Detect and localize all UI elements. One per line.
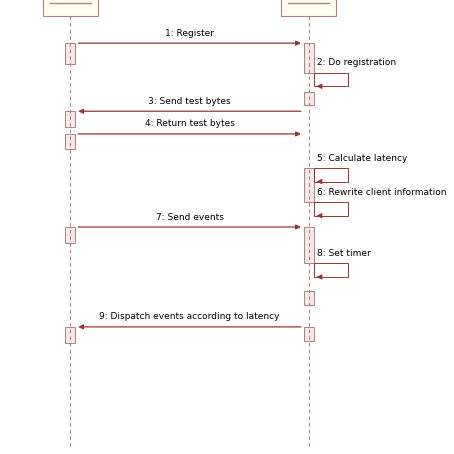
Bar xyxy=(304,227,314,263)
Text: 2: Do registration: 2: Do registration xyxy=(317,58,396,67)
Text: 8: Set timer: 8: Set timer xyxy=(317,249,371,258)
Bar xyxy=(304,291,314,305)
Bar xyxy=(281,0,336,16)
Text: 3: Send test bytes: 3: Send test bytes xyxy=(148,97,231,106)
Bar xyxy=(65,327,75,343)
Bar xyxy=(65,43,75,64)
Text: 7: Send events: 7: Send events xyxy=(156,212,223,222)
Text: 4: Return test bytes: 4: Return test bytes xyxy=(145,119,234,128)
Bar xyxy=(304,168,314,202)
Bar xyxy=(314,263,348,277)
Text: 1: Register: 1: Register xyxy=(165,29,214,38)
Bar xyxy=(304,92,314,105)
Text: 5: Calculate latency: 5: Calculate latency xyxy=(317,153,408,163)
Bar xyxy=(43,0,98,16)
Bar xyxy=(304,43,314,73)
Bar xyxy=(304,327,314,341)
Bar xyxy=(314,168,348,182)
Text: 6: Rewrite client information: 6: Rewrite client information xyxy=(317,188,447,197)
Bar xyxy=(314,202,348,216)
Text: 9: Dispatch events according to latency: 9: Dispatch events according to latency xyxy=(99,312,280,321)
Bar xyxy=(65,134,75,149)
Bar xyxy=(65,227,75,243)
Bar xyxy=(65,111,75,127)
Bar xyxy=(314,73,348,86)
